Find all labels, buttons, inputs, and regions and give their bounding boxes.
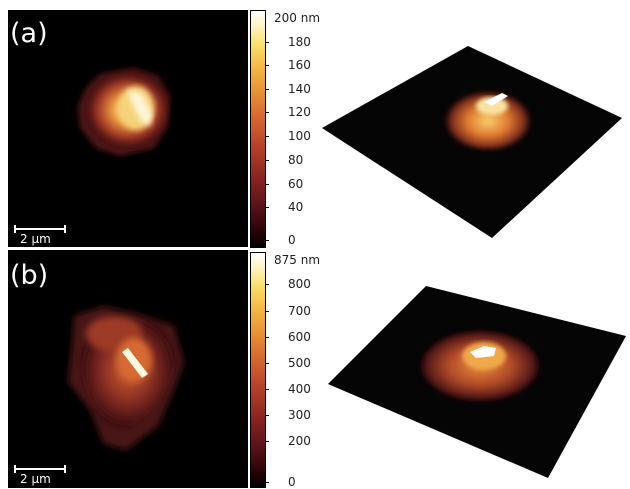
colorbar-b-tick: 800 (288, 277, 311, 291)
panel-label-b: (b) (10, 260, 49, 291)
colorbar-tick-mark (265, 65, 269, 66)
colorbar-b-tick: 200 (288, 434, 311, 448)
colorbar-tick-mark (265, 207, 269, 208)
colorbar-tick-mark (265, 112, 269, 113)
colorbar-tick-mark (265, 284, 269, 285)
colorbar-a-tick: 80 (288, 153, 304, 167)
colorbar-a-max-label: 200 nm (274, 11, 321, 25)
colorbar-a-tick: 0 (288, 233, 296, 247)
afm-3d-surface-b (328, 286, 626, 478)
colorbar-b-tick: 600 (288, 330, 311, 344)
colorbar-a-tick: 120 (288, 105, 311, 119)
colorbar-a-tick: 100 (288, 129, 311, 143)
colorbar-tick-mark (265, 441, 269, 442)
colorbar-tick-mark (265, 482, 269, 483)
colorbar-tick-mark (265, 337, 269, 338)
colorbar-tick-mark (265, 42, 269, 43)
scale-bar-label-a: 2 μm (20, 232, 51, 246)
colorbar-tick-mark (265, 415, 269, 416)
colorbar-a-tick: 40 (288, 200, 304, 214)
particle-b (68, 306, 184, 450)
colorbar-b-tick: 700 (288, 304, 311, 318)
colorbar-a-tick: 180 (288, 35, 311, 49)
afm-3d-surface-a (322, 46, 622, 238)
colorbar-tick-mark (265, 363, 269, 364)
colorbar-a-tick: 60 (288, 177, 304, 191)
colorbar-tick-mark (265, 389, 269, 390)
colorbar-tick-mark (265, 184, 269, 185)
colorbar-tick-mark (265, 311, 269, 312)
colorbar-a (250, 10, 266, 248)
colorbar-b-tick: 400 (288, 382, 311, 396)
colorbar-b-max-label: 875 nm (274, 253, 321, 267)
colorbar-b-tick: 300 (288, 408, 311, 422)
scale-bar-b (14, 465, 66, 473)
afm-height-map-b (8, 250, 248, 488)
particle-a (78, 68, 170, 156)
colorbar-tick-mark (265, 240, 269, 241)
scale-bar-a (14, 225, 66, 233)
colorbar-tick-mark (265, 160, 269, 161)
colorbar-tick-mark (265, 136, 269, 137)
colorbar-b-tick: 0 (288, 475, 296, 489)
colorbar-a-tick: 160 (288, 58, 311, 72)
colorbar-tick-mark (265, 89, 269, 90)
colorbar-a-tick: 140 (288, 82, 311, 96)
panel-label-a: (a) (10, 18, 48, 49)
colorbar-b (250, 252, 266, 488)
afm-height-map-a (8, 10, 248, 247)
colorbar-b-tick: 500 (288, 356, 311, 370)
scale-bar-label-b: 2 μm (20, 472, 51, 486)
